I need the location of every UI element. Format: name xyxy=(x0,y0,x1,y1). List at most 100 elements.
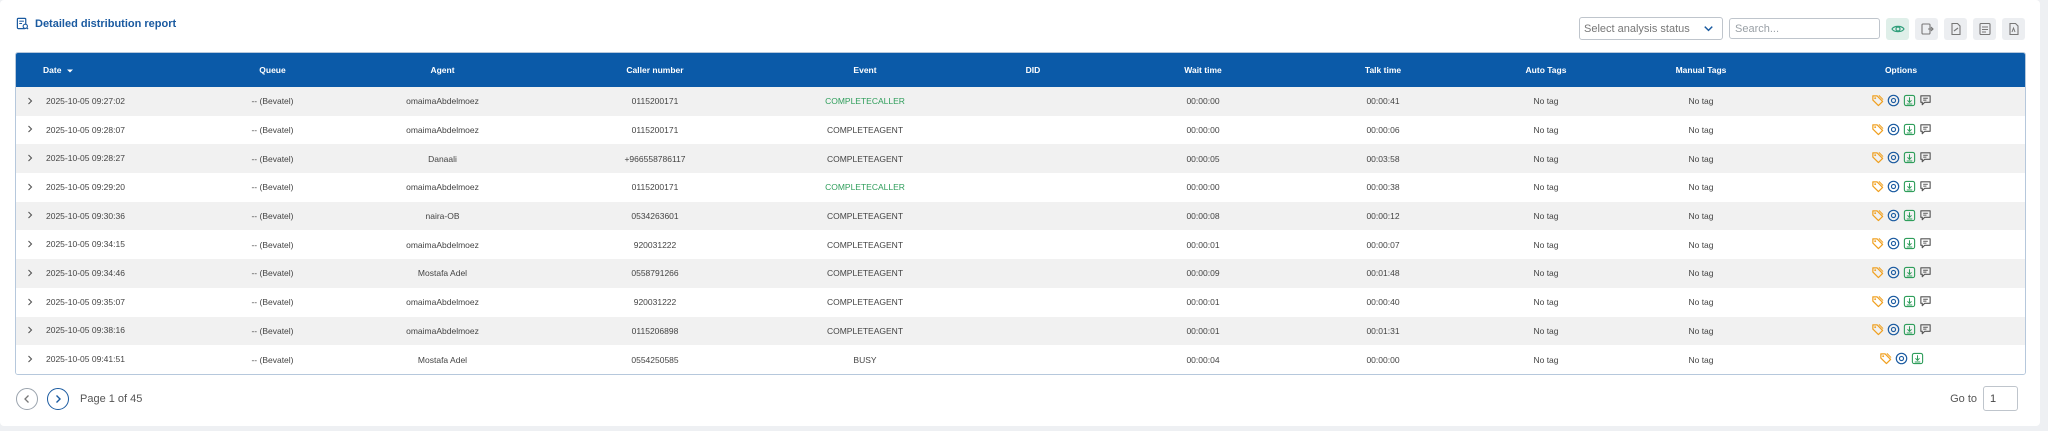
manual-tags-cell: No tag xyxy=(1688,182,1714,193)
download-icon[interactable] xyxy=(1903,295,1916,308)
transcript-icon[interactable] xyxy=(1919,237,1932,250)
agent-cell: omaimaAbdelmoez xyxy=(406,182,479,193)
tag-icon[interactable] xyxy=(1871,94,1884,107)
transcript-icon[interactable] xyxy=(1919,323,1932,336)
pdf-export-button[interactable] xyxy=(2002,17,2025,40)
analysis-status-select[interactable]: Select analysis status xyxy=(1579,17,1723,40)
download-icon[interactable] xyxy=(1903,123,1916,136)
previous-page-button[interactable] xyxy=(16,388,38,410)
download-icon[interactable] xyxy=(1903,180,1916,193)
chevron-right-icon xyxy=(28,355,33,363)
manual-tags-cell: No tag xyxy=(1688,96,1714,107)
transcript-icon[interactable] xyxy=(1919,180,1932,193)
column-header-date[interactable]: Date xyxy=(16,53,201,87)
pdf-icon xyxy=(2008,22,2019,35)
table-row[interactable]: 2025-10-05 09:27:02 -- (Bevatel) omaimaAbd… xyxy=(16,87,2025,116)
play-icon[interactable] xyxy=(1887,209,1900,222)
download-icon[interactable] xyxy=(1903,323,1916,336)
tag-icon[interactable] xyxy=(1871,237,1884,250)
expand-row-icon[interactable] xyxy=(26,269,36,279)
transcript-icon[interactable] xyxy=(1919,266,1932,279)
expand-row-icon[interactable] xyxy=(26,211,36,221)
tag-icon[interactable] xyxy=(1879,352,1892,365)
chevron-right-icon xyxy=(28,269,33,277)
pagination: Page 1 of 45 xyxy=(16,388,142,410)
play-icon[interactable] xyxy=(1887,237,1900,250)
transcript-icon[interactable] xyxy=(1919,151,1932,164)
tag-icon[interactable] xyxy=(1871,266,1884,279)
expand-row-icon[interactable] xyxy=(26,183,36,193)
agent-cell: Mostafa Adel xyxy=(417,354,468,365)
expand-row-icon[interactable] xyxy=(26,154,36,164)
expand-row-icon[interactable] xyxy=(26,97,36,107)
expand-row-icon[interactable] xyxy=(26,298,36,308)
manual-tags-cell: No tag xyxy=(1688,268,1714,279)
download-icon[interactable] xyxy=(1903,94,1916,107)
play-icon[interactable] xyxy=(1887,94,1900,107)
table-row[interactable]: 2025-10-05 09:28:27 -- (Bevatel) Danaali +9… xyxy=(16,144,2025,174)
queue-cell: -- (Bevatel) xyxy=(251,182,294,193)
auto-tags-cell: No tag xyxy=(1533,297,1559,308)
manual-tags-cell: No tag xyxy=(1688,125,1714,136)
table-row[interactable]: 2025-10-05 09:29:20 -- (Bevatel) omaimaAbd… xyxy=(16,173,2025,202)
expand-row-icon[interactable] xyxy=(26,240,36,250)
talk-time-cell: 00:03:58 xyxy=(1366,153,1400,164)
tag-icon[interactable] xyxy=(1871,123,1884,136)
did-cell xyxy=(961,317,1105,346)
agent-cell: omaimaAbdelmoez xyxy=(406,96,479,107)
table-row[interactable]: 2025-10-05 09:34:46 -- (Bevatel) Mostafa A… xyxy=(16,259,2025,288)
options-cell xyxy=(1775,202,2025,231)
queue-cell: -- (Bevatel) xyxy=(251,268,294,279)
expand-row-icon[interactable] xyxy=(26,326,36,336)
options-cell xyxy=(1775,173,2025,202)
play-icon[interactable] xyxy=(1887,266,1900,279)
play-icon[interactable] xyxy=(1887,295,1900,308)
date-cell: 2025-10-05 09:29:20 xyxy=(16,173,201,202)
download-icon[interactable] xyxy=(1903,266,1916,279)
did-cell xyxy=(961,259,1105,288)
play-icon[interactable] xyxy=(1895,352,1908,365)
document-export-button[interactable] xyxy=(1973,17,1996,40)
play-icon[interactable] xyxy=(1887,151,1900,164)
download-icon[interactable] xyxy=(1903,237,1916,250)
goto-page-input[interactable] xyxy=(1983,386,2018,411)
download-icon[interactable] xyxy=(1903,151,1916,164)
tag-icon[interactable] xyxy=(1871,151,1884,164)
table-row[interactable]: 2025-10-05 09:35:07 -- (Bevatel) omaimaAbd… xyxy=(16,287,2025,317)
did-cell xyxy=(961,288,1105,317)
date-cell: 2025-10-05 09:28:07 xyxy=(16,116,201,145)
next-page-button[interactable] xyxy=(47,388,69,410)
queue-cell: -- (Bevatel) xyxy=(251,96,294,107)
table-row[interactable]: 2025-10-05 09:28:07 -- (Bevatel) omaimaAbd… xyxy=(16,115,2025,145)
export-button[interactable] xyxy=(1915,17,1938,40)
page-title: Detailed distribution report xyxy=(35,17,177,30)
table-row[interactable]: 2025-10-05 09:41:51 -- (Bevatel) Mostafa A… xyxy=(16,345,2025,374)
download-icon[interactable] xyxy=(1903,209,1916,222)
options-cell xyxy=(1775,288,2025,317)
talk-time-cell: 00:00:12 xyxy=(1366,211,1400,222)
file-export-button[interactable] xyxy=(1944,17,1967,40)
download-icon[interactable] xyxy=(1911,352,1924,365)
play-icon[interactable] xyxy=(1887,323,1900,336)
tag-icon[interactable] xyxy=(1871,209,1884,222)
transcript-icon[interactable] xyxy=(1919,295,1932,308)
event-cell: COMPLETEAGENT xyxy=(826,325,904,336)
event-cell: COMPLETEAGENT xyxy=(826,239,904,250)
expand-row-icon[interactable] xyxy=(26,125,36,135)
table-row[interactable]: 2025-10-05 09:38:16 -- (Bevatel) omaimaAbd… xyxy=(16,316,2025,346)
view-toggle-button[interactable] xyxy=(1886,17,1909,40)
search-input[interactable] xyxy=(1729,18,1880,39)
play-icon[interactable] xyxy=(1887,180,1900,193)
transcript-icon[interactable] xyxy=(1919,94,1932,107)
export-icon xyxy=(1920,22,1934,35)
transcript-icon[interactable] xyxy=(1919,123,1932,136)
play-icon[interactable] xyxy=(1887,123,1900,136)
expand-row-icon[interactable] xyxy=(26,355,36,365)
table-row[interactable]: 2025-10-05 09:30:36 -- (Bevatel) naira-OB 0… xyxy=(16,201,2025,231)
table-row[interactable]: 2025-10-05 09:34:15 -- (Bevatel) omaimaAbd… xyxy=(16,230,2025,260)
tag-icon[interactable] xyxy=(1871,295,1884,308)
tag-icon[interactable] xyxy=(1871,180,1884,193)
options-cell xyxy=(1775,144,2025,173)
transcript-icon[interactable] xyxy=(1919,209,1932,222)
tag-icon[interactable] xyxy=(1871,323,1884,336)
